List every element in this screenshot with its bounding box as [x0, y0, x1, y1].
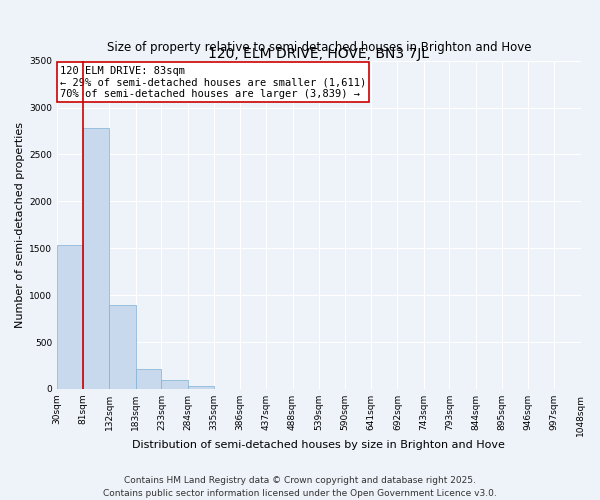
Y-axis label: Number of semi-detached properties: Number of semi-detached properties [15, 122, 25, 328]
Bar [188, 386, 214, 389]
Bar [83, 128, 109, 389]
Text: Size of property relative to semi-detached houses in Brighton and Hove: Size of property relative to semi-detach… [107, 41, 531, 54]
X-axis label: Distribution of semi-detached houses by size in Brighton and Hove: Distribution of semi-detached houses by … [133, 440, 505, 450]
Bar [136, 370, 161, 389]
Bar [109, 304, 136, 389]
Bar [57, 244, 83, 389]
Bar [161, 380, 188, 389]
Text: Contains HM Land Registry data © Crown copyright and database right 2025.
Contai: Contains HM Land Registry data © Crown c… [103, 476, 497, 498]
Text: 120 ELM DRIVE: 83sqm
← 29% of semi-detached houses are smaller (1,611)
70% of se: 120 ELM DRIVE: 83sqm ← 29% of semi-detac… [59, 66, 366, 99]
Title: 120, ELM DRIVE, HOVE, BN3 7JL: 120, ELM DRIVE, HOVE, BN3 7JL [208, 46, 429, 60]
